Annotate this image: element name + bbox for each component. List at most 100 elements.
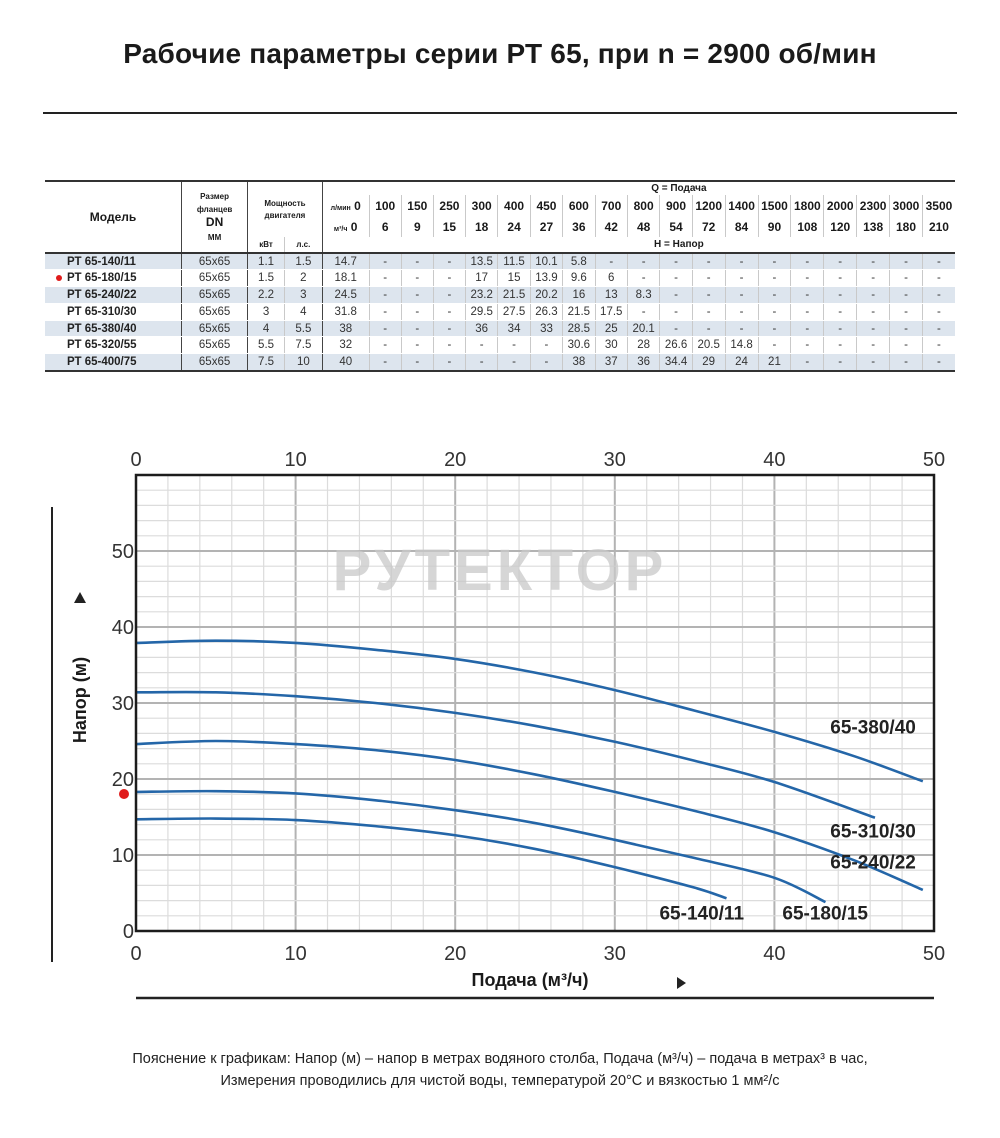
y-tick: 30	[112, 693, 134, 715]
head-cell: 30	[594, 336, 628, 355]
head-cell: 28.5	[562, 320, 596, 338]
flow-lmin-header: 2300	[856, 195, 890, 217]
head-cell: -	[889, 336, 923, 355]
head-cell: 29.5	[464, 303, 498, 321]
head-cell: -	[757, 320, 791, 338]
col-header-flange: Размер фланцев DN ММ	[181, 180, 248, 253]
head-cell: -	[432, 303, 466, 321]
dn-cell: 65x65	[181, 320, 248, 338]
head-cell: -	[691, 303, 726, 321]
dn-cell: 65x65	[181, 286, 248, 304]
head-cell: -	[724, 269, 758, 288]
head-cell: 11.5	[497, 252, 531, 271]
dn-cell: 65x65	[181, 252, 248, 271]
dn-cell: 65x65	[181, 353, 248, 372]
hp-cell: 5.5	[283, 320, 323, 338]
curve-label: 65-180/15	[782, 904, 868, 925]
flow-m3h-header: 138	[856, 217, 890, 237]
hp-cell: 3	[283, 286, 323, 304]
head-cell: -	[529, 353, 563, 372]
head-cell: -	[757, 286, 791, 304]
head-cell: -	[432, 320, 466, 338]
head-cell: -	[856, 303, 890, 321]
head-cell: 38	[321, 320, 370, 338]
head-cell: 36	[464, 320, 498, 338]
head-cell: -	[497, 353, 531, 372]
head-cell: 24	[724, 353, 758, 372]
curve-label: 65-310/30	[830, 822, 916, 843]
head-cell: 13	[594, 286, 628, 304]
head-cell: -	[790, 320, 824, 338]
head-cell: -	[856, 252, 890, 271]
col-header-head: H = Напор	[321, 237, 955, 253]
y-tick: 20	[112, 769, 134, 791]
head-cell: -	[626, 303, 660, 321]
head-cell: -	[400, 336, 434, 355]
selected-marker-icon	[56, 275, 62, 282]
y-axis-label: Напор (м)	[70, 657, 90, 743]
x-tick-bottom: 40	[763, 943, 785, 965]
y-tick: 10	[112, 845, 134, 867]
head-cell: -	[921, 353, 955, 372]
kw-cell: 3	[247, 303, 285, 321]
flow-m3h-header: 27	[529, 217, 563, 237]
head-cell: -	[790, 353, 824, 372]
head-cell: -	[400, 353, 434, 372]
flow-m3h-header: 6	[368, 217, 402, 237]
flow-m3h-header: 120	[823, 217, 857, 237]
head-cell: -	[757, 252, 791, 271]
curve-label: 65-240/22	[830, 853, 916, 874]
hp-cell: 4	[283, 303, 323, 321]
head-cell: 40	[321, 353, 370, 372]
pump-curve	[135, 639, 924, 783]
pump-curve	[135, 789, 827, 904]
flow-lmin-header: 1200	[691, 195, 726, 217]
x-tick-top: 30	[604, 449, 626, 471]
head-cell: -	[368, 286, 402, 304]
head-cell: -	[368, 252, 402, 271]
head-cell: -	[757, 303, 791, 321]
head-cell: -	[529, 336, 563, 355]
head-cell: -	[659, 286, 693, 304]
head-cell: -	[464, 353, 498, 372]
head-cell: -	[368, 336, 402, 355]
flow-lmin-header: 1400	[724, 195, 758, 217]
plot-frame	[134, 473, 936, 933]
head-cell: -	[724, 252, 758, 271]
model-cell: РТ 65-380/40	[45, 320, 182, 338]
col-header-hp: л.с.	[283, 237, 323, 253]
table-row: РТ 65-310/30 65x65 3 4 31.8- - -29.5 27.5 26.3 21…	[45, 303, 955, 321]
head-cell: 21	[757, 353, 791, 372]
head-cell: -	[691, 269, 726, 288]
flow-lmin-header: 1500	[757, 195, 791, 217]
head-cell: -	[626, 252, 660, 271]
model-cell: РТ 65-240/22	[45, 286, 182, 304]
kw-cell: 5.5	[247, 336, 285, 355]
kw-cell: 7.5	[247, 353, 285, 372]
head-cell: -	[823, 286, 857, 304]
head-cell: 23.2	[464, 286, 498, 304]
head-cell: -	[823, 252, 857, 271]
flow-lmin-header: 600	[562, 195, 596, 217]
dn-cell: 65x65	[181, 303, 248, 321]
x-tick-top: 40	[763, 449, 785, 471]
flow-lmin-header: 1800	[790, 195, 824, 217]
head-cell: 6	[594, 269, 628, 288]
pump-curve	[135, 690, 876, 819]
head-cell: -	[432, 336, 466, 355]
flow-m3h-header: 24	[497, 217, 531, 237]
performance-table: Модель Размер фланцев DN ММ Мощность дви…	[45, 180, 955, 372]
head-cell: -	[856, 286, 890, 304]
kw-cell: 2.2	[247, 286, 285, 304]
flow-lmin-header: л/мин 0	[321, 195, 370, 217]
x-tick-top: 20	[444, 449, 466, 471]
head-cell: 14.7	[321, 252, 370, 271]
head-cell: -	[659, 320, 693, 338]
x-tick-bottom: 10	[284, 943, 306, 965]
pump-curve	[135, 817, 727, 900]
flow-m3h-header: 54	[659, 217, 693, 237]
table-row: РТ 65-380/40 65x65 4 5.5 38- - -36 34 33 28.5 25 20…	[45, 320, 955, 338]
model-cell: РТ 65-320/55	[45, 336, 182, 355]
head-cell: 34.4	[659, 353, 693, 372]
hp-cell: 7.5	[283, 336, 323, 355]
